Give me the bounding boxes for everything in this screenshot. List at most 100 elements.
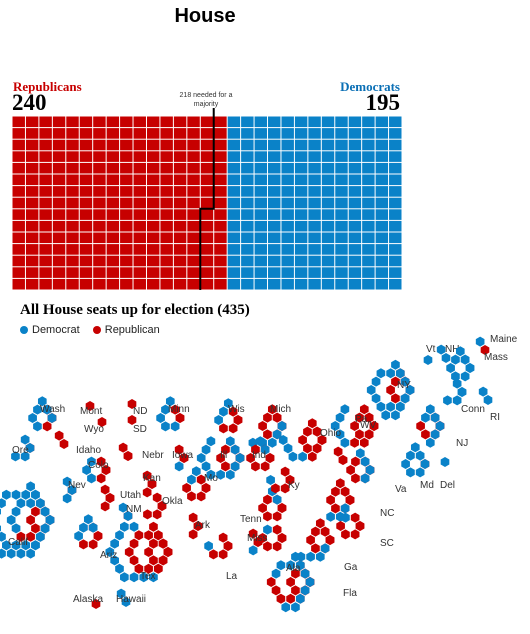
democrat-seat [241, 232, 254, 244]
democrat-seat-hex [276, 560, 286, 571]
state-nh [436, 344, 451, 363]
democrat-seat-hex [452, 378, 462, 389]
state-pa [330, 404, 379, 448]
state-label: Ark [195, 520, 211, 531]
democrat-seat [335, 151, 348, 162]
democrat-seat [321, 174, 335, 186]
state-label: WV [360, 420, 376, 431]
democrat-seat [294, 244, 308, 255]
state-label: Idaho [76, 445, 101, 456]
republican-seat [120, 162, 133, 174]
democrat-seat-hex [420, 459, 430, 469]
republican-seat-hex [188, 512, 198, 523]
republican-seat-hex [307, 418, 317, 429]
state-label: Nev [68, 480, 86, 491]
majority-annotation: 218 needed for a majority [179, 92, 233, 108]
republican-seat [146, 116, 160, 128]
democrat-seat [348, 278, 362, 290]
republican-seat [133, 186, 146, 197]
republican-seat [146, 220, 160, 232]
democrat-seat [348, 116, 362, 128]
republican-seat-hex [228, 406, 238, 417]
republican-seat-hex [31, 523, 40, 534]
republican-seat [146, 267, 160, 278]
democrat-seat [348, 209, 362, 220]
state-ark [188, 512, 203, 540]
democrat-seat [268, 255, 281, 267]
republican-seat-hex [286, 593, 295, 604]
republican-seat-hex [312, 426, 322, 437]
republican-seat [12, 244, 25, 255]
republican-seat [39, 209, 52, 220]
republican-seat-hex [228, 423, 238, 434]
democrat-seat-hex [278, 435, 288, 445]
democrat-seat-hex [62, 476, 72, 487]
republican-seat [12, 186, 25, 197]
democrat-seat-hex [415, 450, 425, 461]
republican-seat [12, 255, 25, 267]
republican-dot-icon [92, 326, 101, 334]
democrat-seat [321, 232, 335, 244]
republican-seat-hex [85, 401, 95, 411]
democrat-seat [294, 174, 308, 186]
republican-seat-hex [416, 421, 425, 431]
democrat-seat-hex [187, 474, 196, 485]
republican-seat [106, 255, 120, 267]
democrat-seat-hex [26, 481, 35, 492]
state-mass [446, 346, 475, 382]
republican-seat-hex [325, 535, 335, 545]
state-label: NH [445, 344, 459, 355]
republican-seat-hex [93, 531, 103, 541]
republican-seat [187, 174, 200, 186]
republican-seat [12, 267, 25, 278]
republican-seat [173, 255, 187, 267]
democrat-seat-hex [20, 451, 30, 462]
democrat-seat [335, 255, 348, 267]
republican-seat [120, 209, 133, 220]
republican-seat-hex [307, 451, 317, 462]
republican-seat-hex [251, 444, 260, 455]
republican-seat-hex [142, 487, 152, 498]
democrat-seat [294, 220, 308, 232]
democrat-seat [362, 162, 375, 174]
democrat-seat [335, 244, 348, 255]
democrat-seat-hex [386, 368, 395, 379]
state-nev [62, 476, 77, 504]
hex-cartogram: Maine Vt NH Mass RI Conn NY NJ Pa Del Md Va WV NC SC Ga… [0, 334, 518, 613]
state-label: Kan [143, 473, 161, 484]
democrat-seat-hex [26, 498, 35, 509]
democrat-seat [241, 244, 254, 255]
democrat-seat [281, 151, 294, 162]
republican-seat [52, 255, 66, 267]
republican-seat [146, 139, 160, 151]
republican-seat [146, 232, 160, 244]
republican-seat-hex [265, 453, 275, 463]
democrat-seat-hex [161, 404, 170, 415]
democrat-seat [294, 151, 308, 162]
democrat-seat [348, 151, 362, 162]
republican-seat [79, 232, 93, 244]
democrat-seat [241, 162, 254, 174]
democrat-seat-hex [16, 548, 26, 559]
republican-seat [106, 244, 120, 255]
republican-seat [39, 232, 52, 244]
democrat-seat-hex [330, 421, 340, 431]
republican-seat [160, 278, 173, 290]
state-nd [127, 399, 137, 409]
republican-seat-hex [127, 415, 137, 425]
democrat-seat-hex [360, 473, 370, 484]
state-label: Ind [252, 450, 266, 461]
democrat-seat-hex [266, 475, 275, 485]
republican-seat-hex [193, 521, 203, 531]
state-label: NC [380, 508, 394, 519]
republican-seat-hex [272, 511, 282, 522]
democrat-seat [281, 209, 294, 220]
republican-seat-hex [291, 568, 300, 579]
republican-seat [66, 220, 79, 232]
democrat-seat [389, 255, 402, 267]
republican-seat-hex [338, 455, 348, 465]
democrat-seat-hex [87, 456, 96, 467]
democrat-seat-hex [110, 538, 119, 549]
republican-seat [214, 244, 227, 255]
democrat-seat-hex [406, 450, 415, 461]
